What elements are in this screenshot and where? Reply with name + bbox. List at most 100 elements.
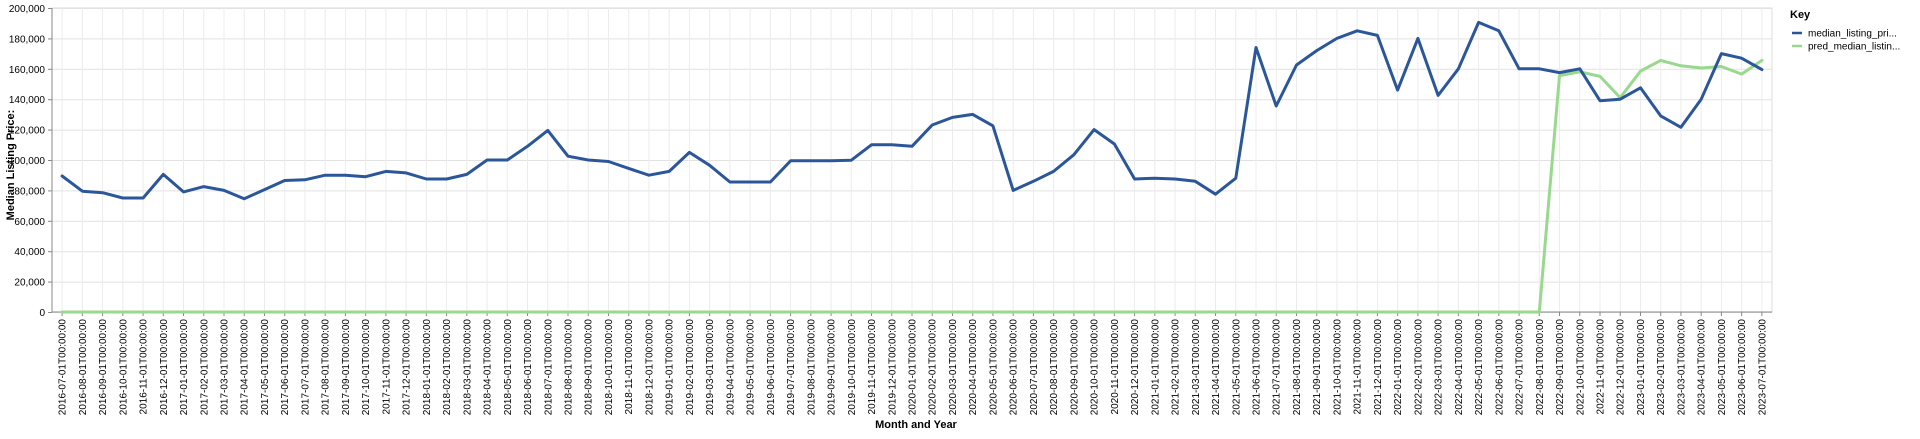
- x-tick-label: 2016-08-01T00:00:00: [78, 319, 89, 416]
- x-tick-label: 2023-04-01T00:00:00: [1697, 319, 1708, 416]
- x-tick-label: 2020-12-01T00:00:00: [1130, 319, 1141, 416]
- x-tick-label: 2023-03-01T00:00:00: [1676, 319, 1687, 416]
- x-tick-label: 2016-07-01T00:00:00: [58, 319, 69, 416]
- x-tick-label: 2022-06-01T00:00:00: [1494, 319, 1505, 416]
- x-tick-label: 2023-07-01T00:00:00: [1757, 319, 1768, 416]
- x-tick-label: 2019-11-01T00:00:00: [867, 319, 878, 415]
- x-tick-label: 2019-08-01T00:00:00: [806, 319, 817, 416]
- x-tick-label: 2017-10-01T00:00:00: [361, 319, 372, 416]
- x-tick-label: 2018-10-01T00:00:00: [604, 319, 615, 416]
- x-tick-label: 2018-06-01T00:00:00: [523, 319, 534, 416]
- y-tick-label: 40,000: [14, 247, 45, 258]
- x-tick-label: 2018-04-01T00:00:00: [483, 319, 494, 416]
- y-tick-label: 160,000: [9, 65, 46, 76]
- x-tick-label: 2022-05-01T00:00:00: [1474, 319, 1485, 416]
- x-tick-label: 2021-10-01T00:00:00: [1332, 319, 1343, 416]
- x-tick-label: 2022-01-01T00:00:00: [1393, 319, 1404, 416]
- x-tick-label: 2021-11-01T00:00:00: [1353, 319, 1364, 415]
- x-tick-label: 2020-08-01T00:00:00: [1049, 319, 1060, 416]
- y-tick-label: 200,000: [9, 4, 46, 15]
- x-tick-label: 2017-01-01T00:00:00: [179, 319, 190, 416]
- x-tick-label: 2019-02-01T00:00:00: [685, 319, 696, 416]
- x-tick-label: 2018-07-01T00:00:00: [543, 319, 554, 416]
- y-tick-label: 120,000: [9, 126, 46, 137]
- x-tick-label: 2021-03-01T00:00:00: [1191, 319, 1202, 416]
- x-tick-label: 2021-09-01T00:00:00: [1312, 319, 1323, 416]
- x-tick-label: 2019-07-01T00:00:00: [786, 319, 797, 416]
- x-tick-label: 2020-10-01T00:00:00: [1090, 319, 1101, 416]
- x-tick-label: 2018-09-01T00:00:00: [584, 319, 595, 416]
- x-tick-label: 2016-12-01T00:00:00: [159, 319, 170, 416]
- x-tick-label: 2022-12-01T00:00:00: [1616, 319, 1627, 416]
- y-tick-label: 0: [39, 308, 45, 319]
- x-tick-label: 2019-01-01T00:00:00: [665, 319, 676, 416]
- x-tick-label: 2019-03-01T00:00:00: [705, 319, 716, 416]
- x-tick-label: 2018-01-01T00:00:00: [422, 319, 433, 416]
- x-tick-label: 2020-09-01T00:00:00: [1069, 319, 1080, 416]
- y-tick-label: 60,000: [14, 217, 45, 228]
- legend[interactable]: Key median_listing_pri... pred_median_lis…: [1790, 9, 1900, 53]
- y-tick-label: 20,000: [14, 278, 45, 289]
- gridlines: [51, 7, 1773, 313]
- x-tick-label: 2018-08-01T00:00:00: [564, 319, 575, 416]
- x-tick-label: 2016-10-01T00:00:00: [118, 319, 129, 416]
- x-tick-label: 2021-04-01T00:00:00: [1211, 319, 1222, 416]
- x-tick-label: 2017-06-01T00:00:00: [280, 319, 291, 416]
- x-tick-label: 2022-08-01T00:00:00: [1535, 319, 1546, 416]
- x-tick-label: 2019-04-01T00:00:00: [725, 319, 736, 416]
- x-tick-label: 2020-02-01T00:00:00: [928, 319, 939, 416]
- x-tick-label: 2021-05-01T00:00:00: [1231, 319, 1242, 416]
- legend-label: median_listing_pri...: [1808, 29, 1897, 40]
- x-tick-label: 2023-05-01T00:00:00: [1717, 319, 1728, 416]
- legend-title: Key: [1790, 9, 1811, 21]
- x-tick-label: 2019-10-01T00:00:00: [847, 319, 858, 416]
- x-tick-label: 2019-12-01T00:00:00: [887, 319, 898, 416]
- x-tick-label: 2022-03-01T00:00:00: [1434, 319, 1445, 416]
- x-tick-label: 2017-12-01T00:00:00: [402, 319, 413, 416]
- x-tick-label: 2020-04-01T00:00:00: [968, 319, 979, 416]
- x-tick-label: 2022-09-01T00:00:00: [1555, 319, 1566, 416]
- axes: 0 20,000 40,000 60,000 80,000 100,000 120,000 1…: [9, 4, 1772, 415]
- x-tick-label: 2021-01-01T00:00:00: [1150, 319, 1161, 416]
- x-tick-label: 2020-03-01T00:00:00: [948, 319, 959, 416]
- series-line-median-listing-price[interactable]: [60, 20, 1764, 201]
- y-tick-label: 80,000: [14, 186, 45, 197]
- x-tick-label: 2020-06-01T00:00:00: [1009, 319, 1020, 416]
- x-tick-label: 2019-05-01T00:00:00: [746, 319, 757, 416]
- x-tick-label: 2022-11-01T00:00:00: [1596, 319, 1607, 415]
- y-tick-label: 180,000: [9, 34, 46, 45]
- x-tick-label: 2023-06-01T00:00:00: [1737, 319, 1748, 416]
- x-tick-label: 2021-12-01T00:00:00: [1373, 319, 1384, 416]
- x-tick-label: 2023-01-01T00:00:00: [1636, 319, 1647, 416]
- x-tick-label: 2017-11-01T00:00:00: [381, 319, 392, 415]
- x-tick-label: 2021-07-01T00:00:00: [1272, 319, 1283, 416]
- x-tick-label: 2017-04-01T00:00:00: [240, 319, 251, 416]
- x-tick-label: 2017-07-01T00:00:00: [300, 319, 311, 416]
- series-lines: [60, 20, 1764, 314]
- x-tick-label: 2019-06-01T00:00:00: [766, 319, 777, 416]
- x-tick-label: 2020-11-01T00:00:00: [1110, 319, 1121, 415]
- x-tick-label: 2022-10-01T00:00:00: [1575, 319, 1586, 416]
- x-tick-label: 2016-09-01T00:00:00: [98, 319, 109, 416]
- x-tick-label: 2022-07-01T00:00:00: [1515, 319, 1526, 416]
- x-axis-title: Month and Year: [875, 419, 957, 431]
- x-tick-label: 2018-05-01T00:00:00: [503, 319, 514, 416]
- x-tick-label: 2022-02-01T00:00:00: [1413, 319, 1424, 416]
- x-tick-label: 2020-01-01T00:00:00: [908, 319, 919, 416]
- x-tick-label: 2020-07-01T00:00:00: [1029, 319, 1040, 416]
- legend-label: pred_median_listin...: [1808, 42, 1900, 53]
- legend-items: median_listing_pri... pred_median_listin.…: [1792, 29, 1900, 53]
- x-tick-label: 2016-11-01T00:00:00: [139, 319, 150, 415]
- x-tick-label: 2020-05-01T00:00:00: [988, 319, 999, 416]
- x-tick-label: 2018-12-01T00:00:00: [644, 319, 655, 416]
- x-tick-label: 2018-03-01T00:00:00: [462, 319, 473, 416]
- x-tick-label: 2021-08-01T00:00:00: [1292, 319, 1303, 416]
- x-tick-label: 2023-02-01T00:00:00: [1656, 319, 1667, 416]
- x-tick-label: 2018-02-01T00:00:00: [442, 319, 453, 416]
- x-tick-label: 2017-09-01T00:00:00: [341, 319, 352, 416]
- x-tick-label: 2022-04-01T00:00:00: [1454, 319, 1465, 416]
- series-line-pred-median-listing-price[interactable]: [60, 58, 1764, 314]
- y-tick-label: 100,000: [9, 156, 46, 167]
